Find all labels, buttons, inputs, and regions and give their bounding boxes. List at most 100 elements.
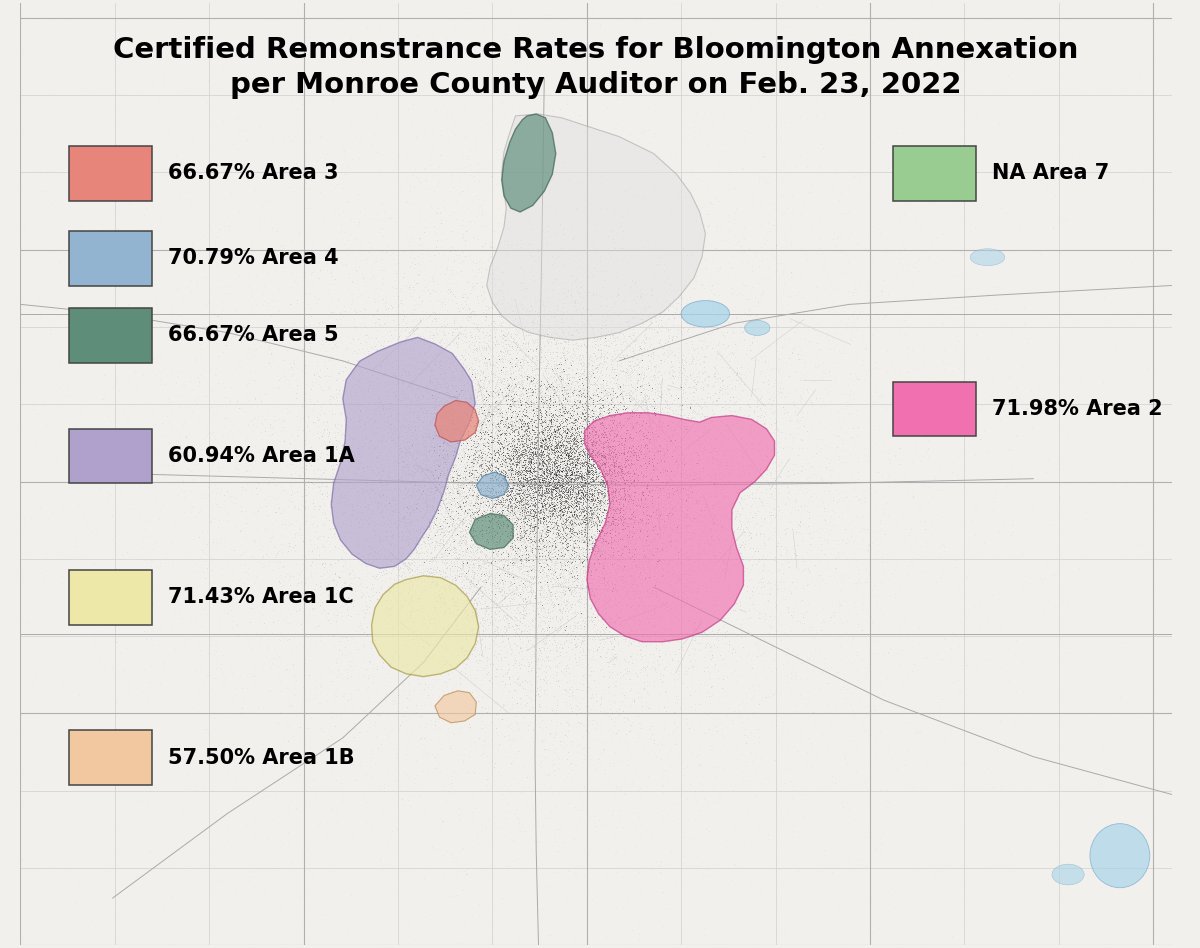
Point xyxy=(456,361,475,376)
Point xyxy=(539,482,558,497)
Point xyxy=(595,328,614,343)
Point xyxy=(367,439,386,454)
Point xyxy=(497,520,516,536)
Point xyxy=(1016,366,1036,381)
Point xyxy=(506,496,526,511)
Point xyxy=(342,895,361,910)
Point xyxy=(544,466,563,482)
Point xyxy=(445,597,464,612)
Point xyxy=(695,674,714,689)
Point xyxy=(618,444,637,459)
Point xyxy=(200,425,220,440)
Point xyxy=(1126,220,1145,235)
Point xyxy=(672,290,691,305)
Point xyxy=(14,228,34,244)
Point xyxy=(559,378,578,393)
Point xyxy=(460,379,479,394)
Point xyxy=(1058,397,1078,412)
Point xyxy=(473,483,492,499)
Point xyxy=(533,458,552,473)
Point xyxy=(637,476,656,491)
Point xyxy=(710,625,730,640)
Point xyxy=(503,555,522,570)
Point xyxy=(575,549,594,564)
Point xyxy=(552,463,571,478)
Point xyxy=(607,574,626,589)
Point xyxy=(503,237,522,252)
Point xyxy=(469,402,488,417)
Point xyxy=(593,420,612,435)
Point xyxy=(569,260,588,275)
Point xyxy=(437,560,456,575)
Point xyxy=(313,476,332,491)
Point xyxy=(503,618,522,633)
Point xyxy=(566,443,586,458)
Point xyxy=(583,320,602,336)
Point xyxy=(611,436,630,451)
Point xyxy=(360,527,379,542)
Point xyxy=(272,836,292,851)
Point xyxy=(456,469,475,484)
Point xyxy=(481,276,500,291)
Point xyxy=(637,394,656,410)
Point xyxy=(642,718,661,733)
Point xyxy=(498,533,517,548)
Point xyxy=(617,420,636,435)
Point xyxy=(373,925,392,940)
Point xyxy=(332,489,352,504)
Point xyxy=(718,324,737,339)
Point xyxy=(503,590,522,605)
Point xyxy=(248,131,268,146)
Point xyxy=(488,337,508,352)
Point xyxy=(836,425,856,440)
Point xyxy=(643,552,662,567)
Point xyxy=(906,443,925,458)
Point xyxy=(1001,528,1020,543)
Point xyxy=(895,750,914,765)
Point xyxy=(659,258,678,273)
Point xyxy=(341,609,360,624)
Point xyxy=(62,716,82,731)
Point xyxy=(623,506,642,521)
Point xyxy=(512,443,532,458)
Point xyxy=(707,219,726,234)
Point xyxy=(577,402,596,417)
Point xyxy=(538,478,557,493)
Point xyxy=(548,327,568,342)
Point xyxy=(437,302,456,318)
Point xyxy=(502,396,521,411)
Point xyxy=(494,351,514,366)
Point xyxy=(505,422,524,437)
Point xyxy=(546,483,565,498)
Point xyxy=(650,391,670,406)
Point xyxy=(137,62,156,77)
Point xyxy=(547,183,566,198)
Point xyxy=(563,555,582,570)
Point xyxy=(514,591,533,606)
Point xyxy=(492,565,511,580)
Point xyxy=(589,676,608,691)
Point xyxy=(336,556,355,572)
Point xyxy=(438,478,457,493)
Point xyxy=(823,922,842,938)
Point xyxy=(463,483,482,498)
Point xyxy=(440,447,460,462)
Point xyxy=(385,496,404,511)
Point xyxy=(643,445,662,460)
Point xyxy=(544,576,563,592)
Point xyxy=(458,512,478,527)
Point xyxy=(577,393,596,409)
Bar xyxy=(68,231,151,285)
Point xyxy=(151,53,170,68)
Point xyxy=(509,421,528,436)
Point xyxy=(772,583,791,598)
Point xyxy=(578,529,598,544)
Point xyxy=(372,547,391,562)
Point xyxy=(516,307,535,322)
Point xyxy=(505,250,524,265)
Point xyxy=(446,649,466,665)
Point xyxy=(592,347,611,362)
Point xyxy=(637,286,656,301)
Point xyxy=(630,566,649,581)
Point xyxy=(875,4,894,19)
